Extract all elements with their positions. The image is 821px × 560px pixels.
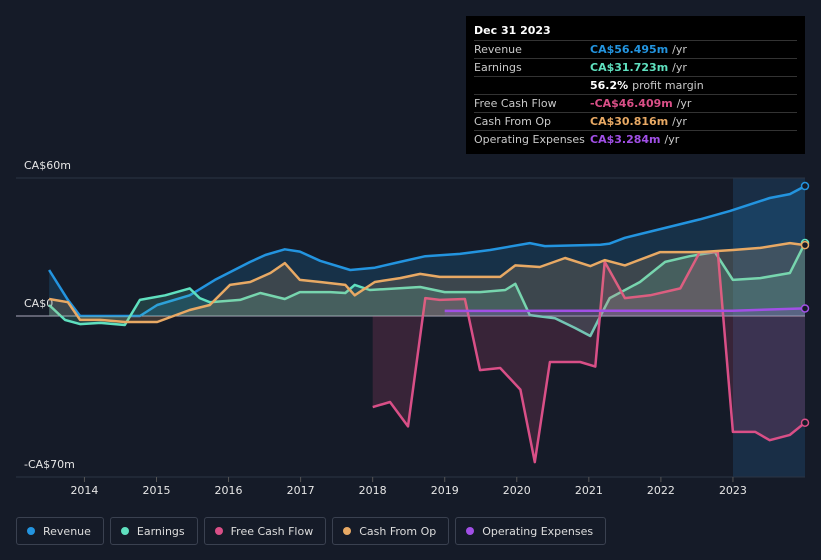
tooltip-row: Revenue CA$56.495m/yr [474,41,797,59]
tooltip-value: 56.2% [590,79,629,92]
legend-item[interactable]: Free Cash Flow [203,517,327,545]
tooltip-value: -CA$46.409m [590,97,673,110]
tooltip-row: Earnings CA$31.723m/yr [474,59,797,77]
x-tick-label: 2023 [719,484,747,497]
series-line [48,184,806,318]
tooltip-unit: /yr [672,115,687,128]
x-tick-label: 2015 [143,484,171,497]
series-area [372,252,805,463]
tooltip-label: Cash From Op [474,115,552,128]
legend-label: Revenue [43,524,91,538]
tooltip-date: Dec 31 2023 [474,22,797,41]
series-line [444,307,806,313]
x-tick-label: 2020 [503,484,531,497]
legend: Revenue Earnings Free Cash Flow Cash From O… [16,517,607,545]
legend-swatch [27,527,35,535]
x-tick-label: 2021 [575,484,603,497]
tooltip-row: Operating Expenses CA$3.284m/yr [474,131,797,148]
tooltip-unit: /yr [676,97,692,110]
chart: CA$60m CA$0 -CA$70m 2014 2015 2016 2017 2018 201… [16,159,810,497]
legend-label: Cash From Op [359,524,437,538]
y-tick-label: CA$0 [24,297,53,310]
tooltip-label: Operating Expenses [474,133,585,146]
tooltip-unit: /yr [664,133,680,146]
end-dot [800,418,810,427]
x-tick-label: 2017 [287,484,315,497]
tooltip-value: CA$56.495m [590,43,669,56]
legend-label: Earnings [136,524,185,538]
x-tick-label: 2019 [431,484,459,497]
tooltip-row: Cash From Op CA$30.816m/yr [474,113,797,131]
tooltip-unit: /yr [672,61,687,74]
tooltip-label [474,77,590,94]
series-line [48,241,806,324]
highlight-band [733,178,805,477]
x-tick-label: 2022 [647,484,675,497]
tooltip-unit: profit margin [632,79,704,92]
legend-item[interactable]: Earnings [109,517,198,545]
series-area [444,308,805,316]
legend-item[interactable]: Cash From Op [332,517,450,545]
tooltip-label: Revenue [474,43,522,56]
tooltip-value: CA$31.723m [590,61,669,74]
legend-label: Operating Expenses [482,524,594,538]
end-dot [800,240,810,250]
tooltip-row: Free Cash Flow -CA$46.409m/yr [474,95,797,113]
x-tick-label: 2016 [215,484,243,497]
tooltip-label: Earnings [474,61,522,74]
legend-label: Free Cash Flow [230,524,314,538]
tooltip-value: CA$30.816m [590,115,669,128]
y-tick-label: -CA$70m [24,458,75,471]
tooltip: Dec 31 2023 Revenue CA$56.495m/yr Earnings C… [466,16,805,154]
series-area [49,243,806,322]
legend-item[interactable]: Operating Expenses [455,517,607,545]
x-tick-label: 2014 [70,484,98,497]
series-line [48,242,807,338]
end-dot [800,181,810,191]
legend-swatch [343,527,352,535]
legend-swatch [214,527,223,535]
end-dot [800,304,810,313]
x-tick-label: 2018 [359,484,387,497]
y-tick-label: CA$60m [24,159,71,172]
legend-swatch [120,527,129,535]
series-line [372,250,806,464]
tooltip-value: CA$3.284m [590,133,661,146]
tooltip-unit: /yr [672,43,687,56]
legend-swatch [466,527,475,535]
tooltip-row: 56.2% profit margin [474,77,797,95]
legend-item[interactable]: Revenue [16,517,104,545]
tooltip-label: Free Cash Flow [474,97,557,110]
